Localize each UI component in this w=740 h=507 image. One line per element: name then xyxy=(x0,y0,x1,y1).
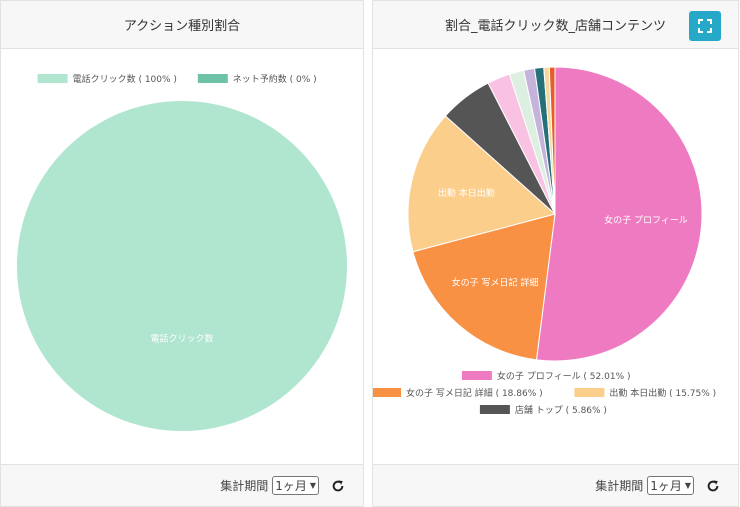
period-select[interactable]: 1ヶ月 ▼ xyxy=(272,476,319,495)
slice-label: 女の子 プロフィール xyxy=(604,214,688,226)
legend-swatch xyxy=(461,371,492,380)
legend-item[interactable]: 出勤 本日出勤 ( 15.75% ) xyxy=(609,387,716,399)
chevron-down-icon: ▼ xyxy=(309,481,316,490)
period-label: 集計期間 xyxy=(595,479,644,493)
legend-item[interactable]: 女の子 写メ日記 詳細 ( 18.86% ) xyxy=(406,387,543,399)
period-select[interactable]: 1ヶ月 ▼ xyxy=(647,476,694,495)
legend-swatch xyxy=(479,405,510,414)
legend-item[interactable]: 店舗 トップ ( 5.86% ) xyxy=(515,404,607,416)
legend-swatch xyxy=(37,74,68,83)
pie-chart-action-type: 電話クリック数 ( 100% ) ネット予約数 ( 0% ) 電話クリック数 xyxy=(17,73,347,431)
chart-area: 女の子 プロフィール女の子 写メ日記 詳細 出勤 本日出勤女の子 プロフィール (… xyxy=(373,50,738,463)
period-select-value: 1ヶ月 xyxy=(275,479,307,493)
pie-slice-other-9[interactable] xyxy=(548,66,556,215)
panel-title: 割合_電話クリック数_店舗コンテンツ xyxy=(444,19,666,34)
legend-item[interactable]: 女の子 プロフィール ( 52.01% ) xyxy=(497,370,631,382)
refresh-icon[interactable] xyxy=(331,479,345,493)
panel-footer: 集計期間 1ヶ月 ▼ xyxy=(1,464,363,506)
expand-button[interactable] xyxy=(689,11,721,41)
pie-slice-電話クリック数[interactable] xyxy=(17,101,347,431)
pie-slice-女の子-プロフィール[interactable] xyxy=(535,66,703,362)
expand-icon xyxy=(698,19,712,33)
chart-area: 電話クリック数 ( 100% ) ネット予約数 ( 0% ) 電話クリック数 xyxy=(1,50,363,463)
slice-label: 電話クリック数 xyxy=(150,333,213,345)
phone-click-contents-panel: 割合_電話クリック数_店舗コンテンツ 女の子 プロフィール女の子 写メ日記 詳細… xyxy=(372,0,739,507)
period-label: 集計期間 xyxy=(220,479,269,493)
panel-header: アクション種別割合 xyxy=(1,1,363,49)
legend-item[interactable]: 電話クリック数 ( 100% ) xyxy=(73,73,177,85)
panel-footer: 集計期間 1ヶ月 ▼ xyxy=(373,464,738,506)
refresh-icon[interactable] xyxy=(706,479,720,493)
action-type-panel: アクション種別割合 電話クリック数 ( 100% ) ネット予約数 ( 0% ) 電… xyxy=(0,0,364,507)
pie-slice-女の子-写メ日記-詳細[interactable] xyxy=(412,213,556,361)
legend-swatch xyxy=(197,74,228,83)
panel-title: アクション種別割合 xyxy=(123,19,241,34)
panel-header: 割合_電話クリック数_店舗コンテンツ xyxy=(373,1,738,49)
slice-label: 女の子 写メ日記 詳細 xyxy=(452,277,539,289)
legend-swatch xyxy=(373,388,401,397)
chevron-down-icon: ▼ xyxy=(684,481,691,490)
legend-swatch xyxy=(574,388,605,397)
slice-label: 出勤 本日出勤 xyxy=(438,187,495,199)
legend-item[interactable]: ネット予約数 ( 0% ) xyxy=(233,73,317,85)
pie-slice-出勤-本日出勤[interactable] xyxy=(407,115,557,253)
period-select-value: 1ヶ月 xyxy=(650,479,682,493)
